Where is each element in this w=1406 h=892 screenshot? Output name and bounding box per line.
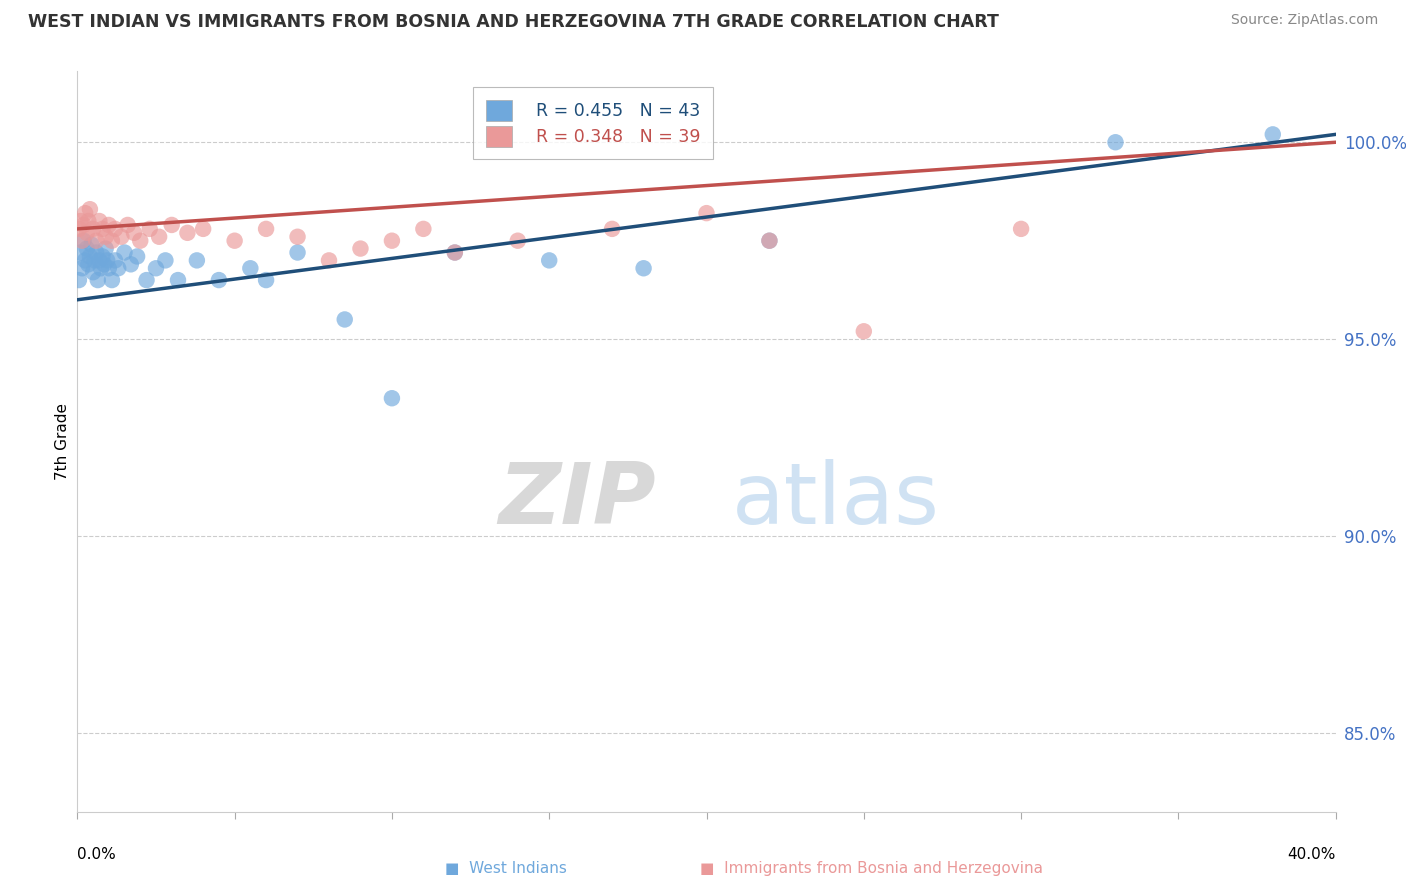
Point bbox=[287, 229, 309, 244]
Text: 0.0%: 0.0% bbox=[77, 847, 117, 863]
Point bbox=[538, 253, 561, 268]
Point bbox=[254, 273, 277, 287]
Point bbox=[224, 234, 246, 248]
Point bbox=[127, 249, 149, 263]
Point bbox=[90, 261, 112, 276]
Point bbox=[129, 234, 152, 248]
Point bbox=[176, 226, 198, 240]
Point bbox=[758, 234, 780, 248]
Point bbox=[444, 245, 467, 260]
Point bbox=[91, 249, 114, 263]
Point bbox=[1010, 222, 1032, 236]
Point bbox=[89, 214, 111, 228]
Legend:   R = 0.455   N = 43,   R = 0.348   N = 39: R = 0.455 N = 43, R = 0.348 N = 39 bbox=[474, 87, 713, 160]
Point bbox=[104, 222, 127, 236]
Text: WEST INDIAN VS IMMIGRANTS FROM BOSNIA AND HERZEGOVINA 7TH GRADE CORRELATION CHAR: WEST INDIAN VS IMMIGRANTS FROM BOSNIA AN… bbox=[28, 13, 1000, 31]
Point bbox=[69, 245, 91, 260]
Point bbox=[72, 218, 94, 232]
Point bbox=[82, 222, 104, 236]
Point bbox=[633, 261, 655, 276]
Point bbox=[852, 324, 875, 338]
Point bbox=[83, 253, 105, 268]
Point bbox=[1104, 135, 1126, 149]
Point bbox=[167, 273, 190, 287]
Point bbox=[75, 253, 97, 268]
Point bbox=[444, 245, 467, 260]
Point bbox=[97, 218, 120, 232]
Point bbox=[75, 206, 97, 220]
Text: ■  Immigrants from Bosnia and Herzegovina: ■ Immigrants from Bosnia and Herzegovina bbox=[700, 861, 1043, 876]
Point bbox=[120, 257, 142, 271]
Point bbox=[138, 222, 160, 236]
Point bbox=[145, 261, 167, 276]
Text: ZIP: ZIP bbox=[499, 459, 657, 542]
Point bbox=[600, 222, 623, 236]
Point bbox=[758, 234, 780, 248]
Point bbox=[110, 229, 132, 244]
Point bbox=[76, 242, 98, 256]
Point bbox=[96, 253, 118, 268]
Point bbox=[67, 273, 90, 287]
Point bbox=[239, 261, 262, 276]
Point bbox=[349, 242, 371, 256]
Point bbox=[84, 245, 107, 260]
Point bbox=[191, 222, 215, 236]
Point bbox=[79, 249, 101, 263]
Point bbox=[114, 245, 136, 260]
Point bbox=[117, 218, 139, 232]
Point bbox=[1261, 128, 1284, 142]
Point bbox=[79, 202, 101, 217]
Y-axis label: 7th Grade: 7th Grade bbox=[55, 403, 70, 480]
Point bbox=[287, 245, 309, 260]
Point bbox=[94, 229, 117, 244]
Point bbox=[87, 273, 110, 287]
Point bbox=[72, 234, 94, 248]
Point bbox=[254, 222, 277, 236]
Point bbox=[94, 242, 117, 256]
Point bbox=[381, 234, 404, 248]
Point bbox=[104, 253, 127, 268]
Text: atlas: atlas bbox=[731, 459, 939, 542]
Point bbox=[101, 234, 124, 248]
Point bbox=[122, 226, 145, 240]
Point bbox=[80, 237, 103, 252]
Point bbox=[160, 218, 183, 232]
Point bbox=[696, 206, 718, 220]
Point bbox=[67, 222, 90, 236]
Point bbox=[148, 229, 170, 244]
Point bbox=[93, 257, 115, 271]
Text: Source: ZipAtlas.com: Source: ZipAtlas.com bbox=[1230, 13, 1378, 28]
Point bbox=[107, 261, 129, 276]
Point bbox=[84, 234, 107, 248]
Point bbox=[318, 253, 340, 268]
Point bbox=[76, 226, 98, 240]
Point bbox=[506, 234, 529, 248]
Point bbox=[412, 222, 434, 236]
Text: ■  West Indians: ■ West Indians bbox=[446, 861, 567, 876]
Point bbox=[91, 222, 114, 236]
Point bbox=[101, 273, 124, 287]
Text: 40.0%: 40.0% bbox=[1288, 847, 1336, 863]
Point bbox=[82, 265, 104, 279]
Point bbox=[77, 214, 100, 228]
Point bbox=[135, 273, 157, 287]
Point bbox=[89, 253, 111, 268]
Point bbox=[97, 261, 120, 276]
Point bbox=[186, 253, 208, 268]
Point bbox=[69, 214, 91, 228]
Point bbox=[77, 257, 100, 271]
Point bbox=[70, 261, 93, 276]
Point bbox=[208, 273, 231, 287]
Point bbox=[381, 391, 404, 405]
Point bbox=[70, 234, 93, 248]
Point bbox=[333, 312, 356, 326]
Point bbox=[155, 253, 177, 268]
